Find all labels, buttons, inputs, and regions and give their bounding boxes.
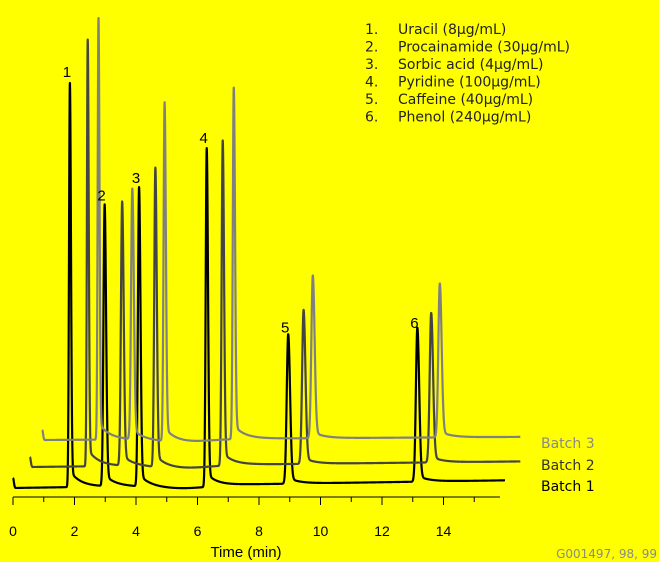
batch-label-batch-1: Batch 1 bbox=[541, 479, 595, 495]
peak-label-5: 5 bbox=[281, 319, 289, 336]
x-tick-label-2: 2 bbox=[71, 523, 79, 539]
legend-number-4: 4. bbox=[365, 75, 378, 91]
legend-item-4: Pyridine (100μg/mL) bbox=[398, 75, 541, 91]
legend-item-3: Sorbic acid (4μg/mL) bbox=[398, 57, 543, 73]
x-axis: 0 2 4 6 8 10 12 14 bbox=[9, 496, 500, 539]
x-tick-label-8: 8 bbox=[255, 523, 263, 539]
x-tick-label-14: 14 bbox=[436, 523, 452, 539]
legend-item-1: Uracil (8μg/mL) bbox=[398, 22, 506, 38]
peak-label-1: 1 bbox=[63, 64, 71, 81]
trace-batch-1 bbox=[12, 81, 506, 490]
trace-batch-3 bbox=[41, 16, 522, 442]
batch-label-batch-3: Batch 3 bbox=[541, 436, 595, 452]
batch-labels: Batch 3 Batch 2 Batch 1 bbox=[541, 436, 595, 495]
peak-label-3: 3 bbox=[132, 170, 140, 187]
figure-code: G001497, 98, 99 bbox=[556, 547, 657, 561]
batch-label-batch-2: Batch 2 bbox=[541, 458, 595, 474]
x-tick-label-4: 4 bbox=[132, 523, 140, 539]
legend-number-6: 6. bbox=[365, 110, 378, 126]
trace-batch-2 bbox=[28, 38, 522, 469]
legend-item-2: Procainamide (30μg/mL) bbox=[398, 40, 570, 56]
peak-label-2: 2 bbox=[97, 187, 105, 204]
legend: 1. Uracil (8μg/mL) 2. Procainamide (30μg/mL… bbox=[365, 22, 570, 126]
peak-label-4: 4 bbox=[200, 130, 208, 147]
legend-item-5: Caffeine (40μg/mL) bbox=[398, 92, 533, 108]
peak-label-6: 6 bbox=[410, 315, 418, 332]
legend-number-3: 3. bbox=[365, 57, 378, 73]
legend-number-2: 2. bbox=[365, 40, 378, 56]
chromatogram-traces bbox=[12, 16, 522, 490]
peak-labels: 1 2 3 4 5 6 bbox=[63, 64, 419, 336]
x-tick-label-0: 0 bbox=[9, 523, 17, 539]
legend-item-6: Phenol (240μg/mL) bbox=[398, 110, 531, 126]
x-tick-label-12: 12 bbox=[374, 523, 390, 539]
x-tick-label-6: 6 bbox=[194, 523, 202, 539]
x-tick-label-10: 10 bbox=[313, 523, 329, 539]
x-axis-label: Time (min) bbox=[210, 544, 281, 561]
legend-number-1: 1. bbox=[365, 22, 378, 38]
legend-number-5: 5. bbox=[365, 92, 378, 108]
